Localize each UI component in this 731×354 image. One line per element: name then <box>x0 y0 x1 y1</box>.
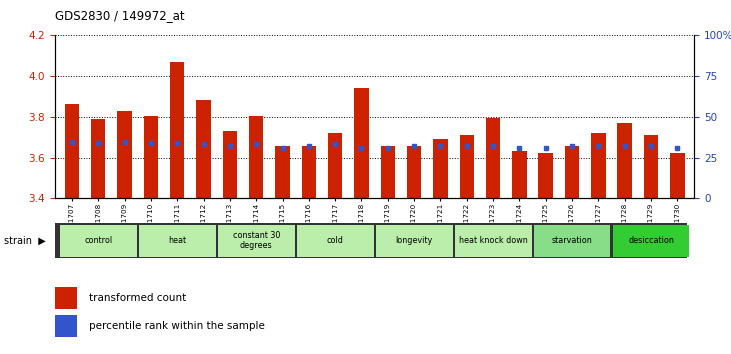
Bar <box>565 146 579 198</box>
Bar <box>297 225 374 257</box>
Bar <box>144 116 158 198</box>
Bar <box>249 116 263 198</box>
Bar <box>534 225 610 257</box>
Bar <box>55 287 77 309</box>
Bar <box>433 139 447 198</box>
Text: control: control <box>84 236 113 245</box>
Bar <box>118 111 132 198</box>
Bar <box>170 62 184 198</box>
Bar <box>60 225 137 257</box>
Bar <box>381 146 395 198</box>
Text: constant 30
degrees: constant 30 degrees <box>232 231 280 250</box>
Text: heat: heat <box>168 236 186 245</box>
Bar <box>355 88 368 198</box>
Bar <box>644 135 658 198</box>
Bar <box>223 131 237 198</box>
Bar <box>670 153 684 198</box>
Bar <box>455 225 531 257</box>
Bar <box>486 118 500 198</box>
Bar <box>591 133 605 198</box>
Bar <box>539 153 553 198</box>
Text: starvation: starvation <box>552 236 592 245</box>
Bar <box>376 225 452 257</box>
Bar <box>613 225 689 257</box>
Text: cold: cold <box>327 236 344 245</box>
Bar <box>618 123 632 198</box>
Bar <box>302 146 316 198</box>
Bar <box>218 225 295 257</box>
Bar <box>91 119 105 198</box>
Bar <box>55 315 77 337</box>
Bar <box>139 225 216 257</box>
Bar <box>407 146 421 198</box>
Bar <box>197 99 211 198</box>
Text: longevity: longevity <box>395 236 433 245</box>
Text: desiccation: desiccation <box>628 236 674 245</box>
Bar <box>65 104 79 198</box>
Bar <box>276 146 289 198</box>
Bar <box>512 152 526 198</box>
Text: transformed count: transformed count <box>88 293 186 303</box>
Text: GDS2830 / 149972_at: GDS2830 / 149972_at <box>55 9 184 22</box>
Text: percentile rank within the sample: percentile rank within the sample <box>88 321 265 331</box>
Text: strain  ▶: strain ▶ <box>4 236 45 246</box>
Bar <box>460 135 474 198</box>
Text: heat knock down: heat knock down <box>459 236 528 245</box>
Bar <box>328 133 342 198</box>
